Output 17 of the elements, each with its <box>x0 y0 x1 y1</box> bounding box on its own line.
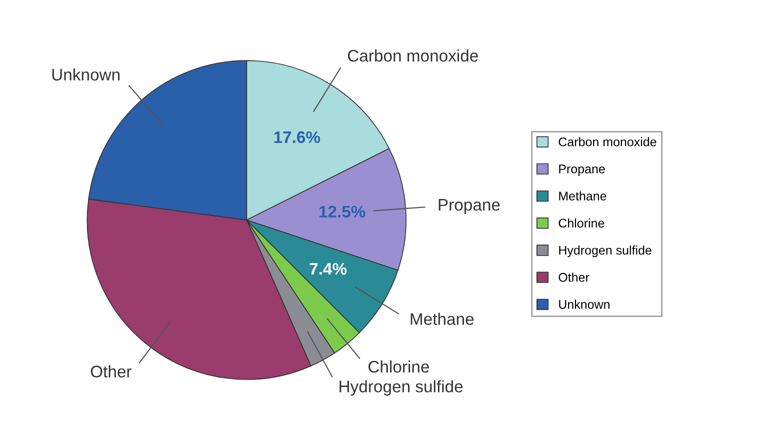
legend-label: Unknown <box>559 300 610 309</box>
slice-label: Other <box>90 365 132 378</box>
legend-label: Carbon monoxide <box>558 137 656 146</box>
data-label: 12.5% <box>319 206 366 218</box>
legend-label: Other <box>558 272 590 282</box>
slice-label: Carbon monoxide <box>348 49 478 62</box>
legend-label: Chlorine <box>558 218 604 228</box>
slice-label: Chlorine <box>368 360 429 373</box>
slice-label: Unknown <box>52 68 120 81</box>
data-label: 17.6% <box>274 131 320 144</box>
slice-label: Propane <box>438 199 500 214</box>
data-label: 7.4% <box>310 262 347 275</box>
slice-label: Hydrogen sulfide <box>340 380 463 396</box>
slice-label: Methane <box>410 312 474 325</box>
legend-label: Propane <box>559 164 605 176</box>
legend-label: Hydrogen sulfide <box>559 245 652 258</box>
legend-label: Methane <box>559 191 606 200</box>
